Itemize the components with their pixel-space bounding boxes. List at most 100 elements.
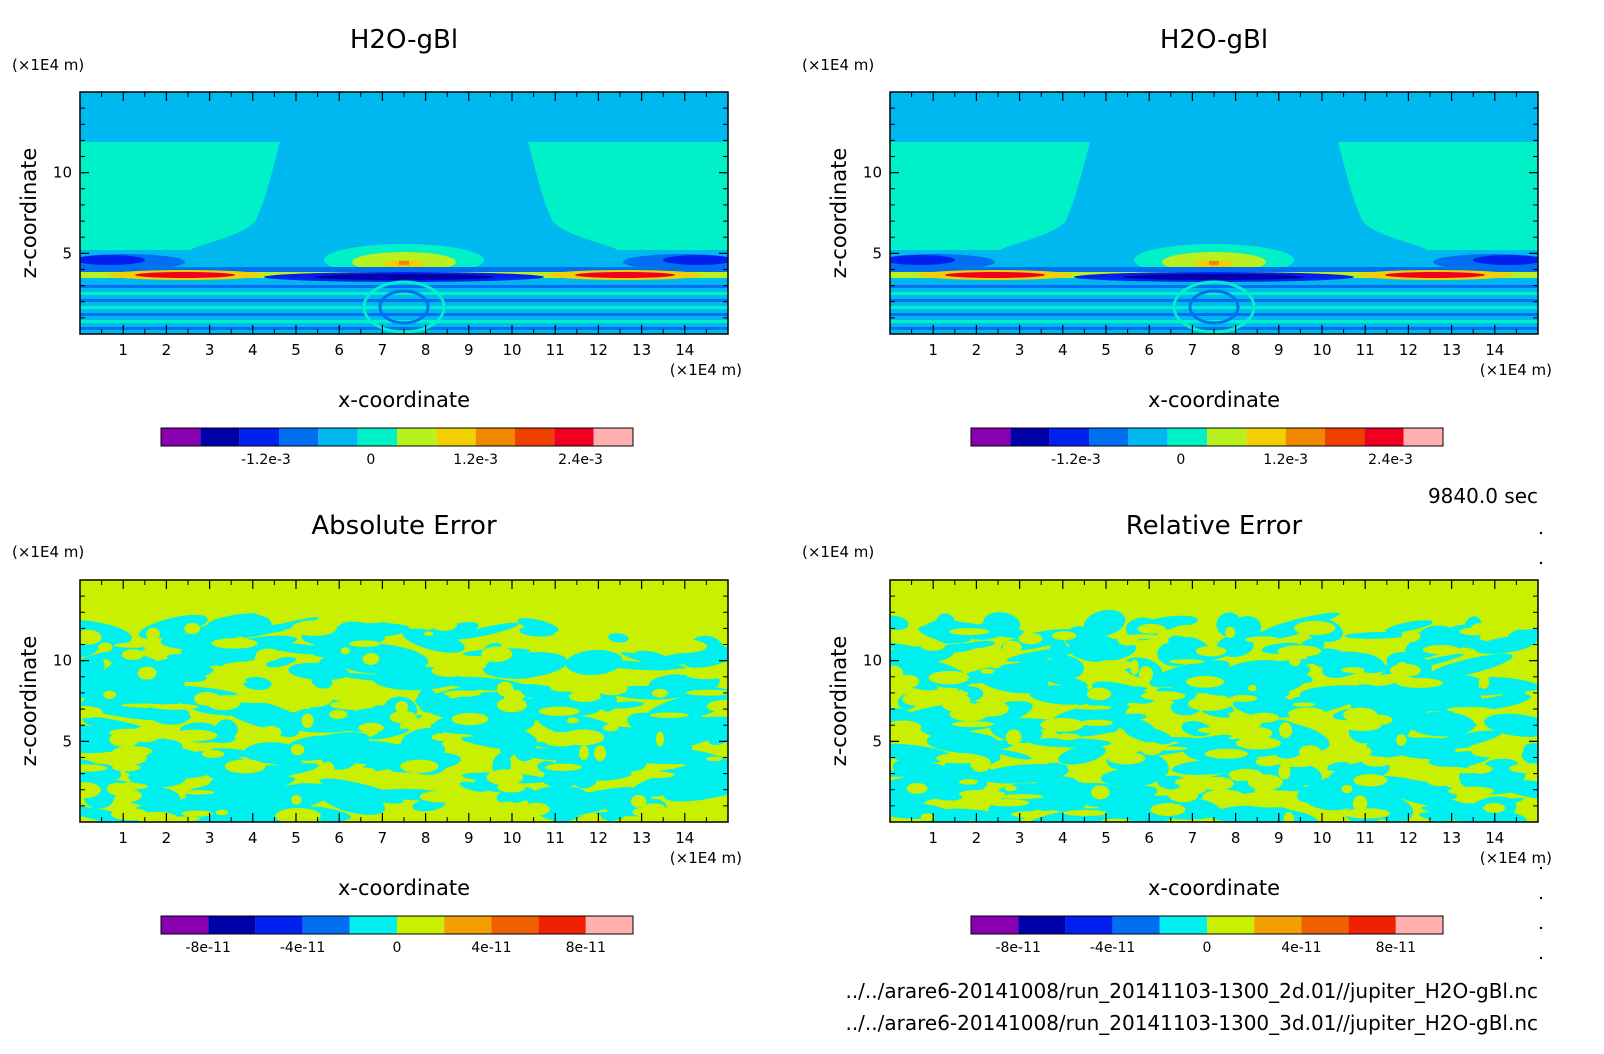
error-blob	[211, 638, 258, 649]
error-blob	[243, 676, 272, 690]
error-blob	[890, 778, 930, 798]
x-tick-label: 1	[928, 341, 938, 359]
panel-4-field	[890, 580, 1538, 822]
error-blob	[664, 777, 728, 802]
error-blob	[499, 735, 517, 759]
error-blob	[1110, 716, 1154, 733]
error-blob	[1456, 635, 1487, 650]
error-blob	[472, 657, 487, 670]
panel-3-ticks	[80, 580, 728, 822]
error-blob	[205, 695, 252, 704]
error-blob	[181, 810, 213, 817]
error-blob	[578, 745, 589, 761]
colorbar-label: 1.2e-3	[1263, 452, 1308, 468]
y-tick-label: 5	[62, 732, 72, 750]
x-tick-label: 12	[1399, 341, 1418, 359]
colorbar-swatch	[1167, 428, 1207, 446]
error-blob	[80, 764, 108, 772]
panel-2-ylabel: z-coordinate	[827, 148, 851, 279]
error-blob	[703, 623, 728, 633]
error-blob	[161, 656, 186, 680]
error-blob	[210, 748, 264, 758]
colorbar-swatch	[1065, 916, 1113, 934]
error-blob	[400, 759, 439, 773]
x-tick-label: 4	[1058, 341, 1068, 359]
file-path-2: ../../arare6-20141008/run_20141103-1300_…	[845, 1011, 1538, 1035]
error-blob	[1225, 626, 1236, 638]
x-tick-label: 13	[1442, 341, 1461, 359]
error-blob	[706, 699, 728, 713]
error-blob	[451, 712, 489, 726]
error-blob	[1138, 666, 1153, 682]
error-blob	[1393, 792, 1473, 811]
error-blob	[1064, 626, 1092, 647]
error-blob	[1249, 801, 1291, 808]
error-blob	[1401, 750, 1467, 760]
error-blob	[890, 708, 944, 731]
error-blob	[1186, 675, 1224, 688]
error-blob	[890, 665, 904, 680]
error-blob	[206, 615, 270, 635]
error-blob	[1086, 687, 1112, 701]
colorbar-frame	[970, 915, 1444, 935]
error-blob	[1058, 745, 1106, 765]
error-blob	[594, 745, 607, 762]
x-tick-label: 1	[928, 829, 938, 847]
error-blob	[395, 700, 409, 713]
error-blob	[121, 649, 144, 660]
error-blob	[1344, 631, 1412, 639]
error-blob	[1202, 789, 1245, 803]
error-blob	[934, 643, 978, 653]
time-label: 9840.0 sec	[1428, 484, 1538, 508]
error-blob	[172, 816, 201, 822]
panel-3-title: Absolute Error	[311, 511, 497, 541]
error-blob	[1083, 609, 1126, 637]
x-tick-label: 6	[1144, 341, 1154, 359]
error-blob	[1163, 725, 1177, 733]
x-tick-label: 3	[1015, 341, 1025, 359]
error-blob	[473, 804, 492, 815]
error-blob	[958, 779, 978, 785]
x-tick-label: 7	[1188, 829, 1198, 847]
error-blob	[1040, 717, 1085, 732]
colorbar-swatch	[397, 916, 445, 934]
error-blob	[1101, 818, 1131, 822]
panel-2-xlabel: x-coordinate	[1148, 388, 1280, 412]
error-blob	[426, 629, 458, 650]
colorbar-label: -4e-11	[280, 940, 325, 956]
error-blob	[443, 690, 482, 697]
error-blob	[1200, 776, 1234, 791]
panel-2-colorbar: -1.2e-3 0 1.2e-3 2.4e-3	[970, 427, 1444, 468]
error-blob	[340, 647, 350, 655]
error-blob	[1195, 693, 1212, 702]
colorbar-label: -1.2e-3	[1051, 452, 1101, 468]
error-blob	[288, 662, 350, 681]
y-tick-label: 10	[53, 652, 72, 670]
x-tick-label: 12	[589, 829, 608, 847]
error-blob	[630, 794, 647, 808]
error-blob	[1055, 733, 1080, 741]
colorbar-swatch	[554, 428, 594, 446]
error-blob	[275, 808, 321, 822]
colorbar-swatch	[444, 916, 492, 934]
colorbar-swatch	[1254, 916, 1302, 934]
colorbar-label: 8e-11	[1376, 940, 1416, 956]
error-blob	[1501, 687, 1526, 702]
error-blob	[1526, 707, 1538, 717]
error-blob	[987, 799, 1030, 807]
error-blob	[496, 697, 527, 713]
x-tick-label: 2	[162, 829, 172, 847]
colorbar-frame	[970, 427, 1444, 447]
error-blob	[1343, 720, 1382, 732]
error-blob	[1277, 759, 1318, 768]
x-tick-label: 3	[205, 829, 215, 847]
panel-1-title: H2O-gBl	[350, 25, 458, 55]
x-tick-label: 4	[1058, 829, 1068, 847]
error-blob	[329, 709, 348, 719]
error-blob	[942, 701, 977, 712]
error-blob	[1075, 705, 1112, 710]
error-blob	[523, 802, 550, 816]
error-blob	[201, 749, 225, 758]
x-tick-label: 10	[502, 341, 521, 359]
colorbar-label: -8e-11	[995, 940, 1040, 956]
